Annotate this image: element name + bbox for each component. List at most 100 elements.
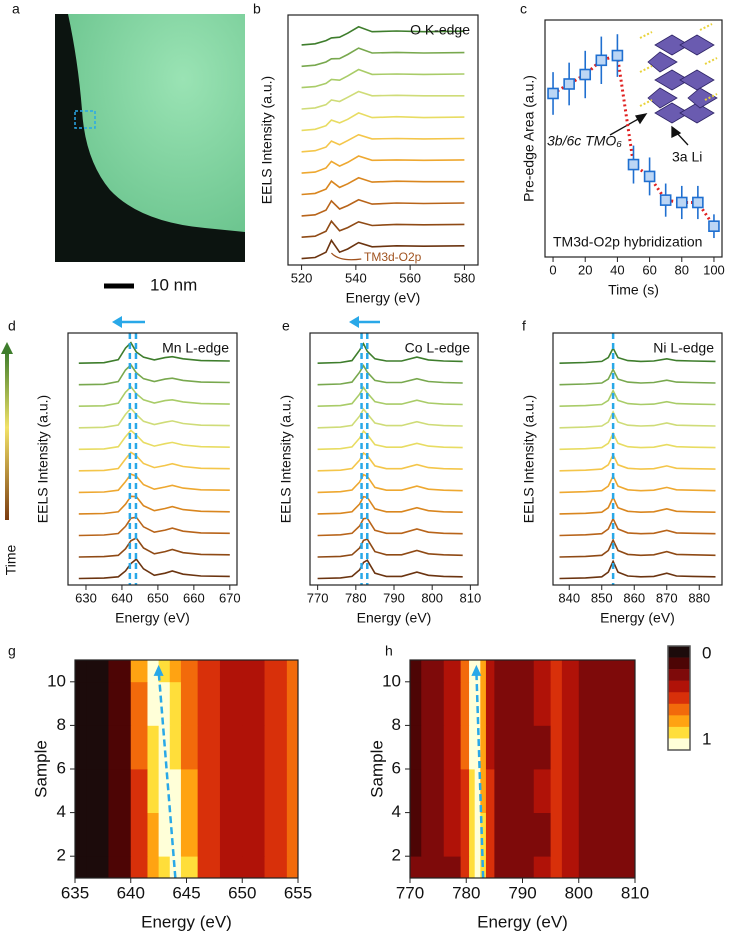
annotation: TM3d-O2p hybridization [553, 234, 702, 250]
x-tick-label: 40 [610, 262, 624, 277]
heat-cell [578, 769, 602, 813]
x-tick-label: 650 [228, 883, 256, 902]
x-tick-label: 630 [75, 590, 97, 605]
heat-cell [147, 812, 160, 857]
heat-cell [130, 660, 148, 683]
heat-cell [561, 660, 580, 683]
heat-cell [460, 660, 470, 683]
spectrum [559, 516, 716, 537]
heat-cell [219, 856, 243, 879]
heat-cell [169, 725, 182, 770]
scale-bar-label: 10 nm [150, 275, 197, 294]
x-tick-label: 60 [642, 262, 656, 277]
heat-cell [130, 856, 148, 879]
heat-cell [469, 725, 476, 770]
heat-cell [130, 769, 148, 813]
spectrum [301, 238, 465, 260]
axes-frame [309, 332, 479, 586]
heat-cell [601, 681, 625, 726]
edge-label: Co L-edge [405, 340, 471, 356]
heat-cell [601, 660, 625, 683]
x-axis-label: Energy (eV) [346, 290, 421, 306]
heat-cell [108, 660, 132, 683]
heat-cell [480, 681, 487, 726]
heat-cell [86, 660, 109, 683]
heat-cell [460, 769, 470, 813]
colorbar-step [668, 703, 690, 716]
heat-cell [550, 769, 563, 813]
heat-cell [474, 725, 481, 770]
heat-cell [623, 769, 636, 813]
heat-cell [460, 856, 470, 879]
y-tick-label: 10 [382, 671, 401, 690]
x-axis-label: Time (s) [608, 282, 659, 298]
x-tick-label: 20 [578, 262, 592, 277]
heat-cell [474, 681, 481, 726]
x-tick-label: 810 [460, 590, 482, 605]
heat-cell [264, 812, 288, 857]
y-tick-label: 2 [57, 846, 66, 865]
spectrum [317, 473, 463, 494]
spectrum [317, 451, 463, 472]
heat-cell [130, 725, 148, 770]
time-gradient [5, 352, 9, 520]
shift-arrow [112, 316, 380, 328]
heat-cell [197, 660, 221, 683]
point [627, 158, 640, 171]
spectrum [301, 133, 465, 153]
heat-cell [550, 812, 563, 857]
edge-label: Mn L-edge [162, 340, 229, 356]
heat-cell [86, 681, 109, 726]
heat-cell [469, 769, 476, 813]
panel-label: h [385, 643, 393, 659]
heat-cell [511, 660, 535, 683]
heat-cell [480, 769, 487, 813]
x-axis-label: Energy (eV) [477, 912, 568, 931]
panel: g 2 4 6 8 10 635 640 645 650 655 Energy (eV) Sample [8, 643, 312, 932]
heat-cell [421, 856, 445, 879]
heat-cell [443, 769, 462, 813]
spectrum [78, 407, 230, 429]
heat-cell [460, 812, 470, 857]
heat-cell [180, 725, 199, 770]
heat-cell [533, 812, 552, 857]
spectrum [78, 385, 230, 407]
spectrum [301, 47, 465, 68]
x-tick-label: 780 [452, 883, 480, 902]
x-tick-label: 800 [421, 590, 443, 605]
x-tick-label: 770 [307, 590, 329, 605]
heat-cell [286, 725, 299, 770]
heat-cell [180, 660, 199, 683]
y-axis-label: EELS Intensity (a.u.) [259, 76, 275, 204]
heat-cell [147, 856, 160, 879]
heat-cell [578, 681, 602, 726]
heat-cell [494, 725, 512, 770]
heat-cell [86, 769, 109, 813]
spectrum [559, 367, 716, 386]
point [675, 196, 688, 209]
annotation: 3b/6c TMO₆ [547, 133, 622, 149]
heat-cell [86, 725, 109, 770]
heat-cell [480, 660, 487, 683]
x-tick-label: 860 [623, 590, 645, 605]
spectrum [317, 342, 463, 364]
peak-arrow [330, 252, 362, 261]
spectrum [317, 559, 463, 580]
x-tick-label: 840 [558, 590, 580, 605]
x-tick-label: 650 [147, 590, 169, 605]
spectrum [301, 68, 465, 89]
colorbar-step [668, 657, 690, 670]
peak-label: TM3d-O2p [364, 250, 422, 264]
spectrum [317, 364, 463, 386]
heat-cell [147, 725, 160, 770]
y-axis-label: Sample [367, 740, 386, 798]
heat-cell [494, 856, 512, 879]
heat-cell [561, 725, 580, 770]
spectrum [559, 559, 716, 580]
x-tick-label: 790 [508, 883, 536, 902]
heat-cell [264, 769, 288, 813]
panel-label: c [520, 1, 527, 17]
x-axis-label: Energy (eV) [141, 912, 232, 931]
heat-cell [485, 769, 495, 813]
heat-cell [561, 856, 580, 879]
